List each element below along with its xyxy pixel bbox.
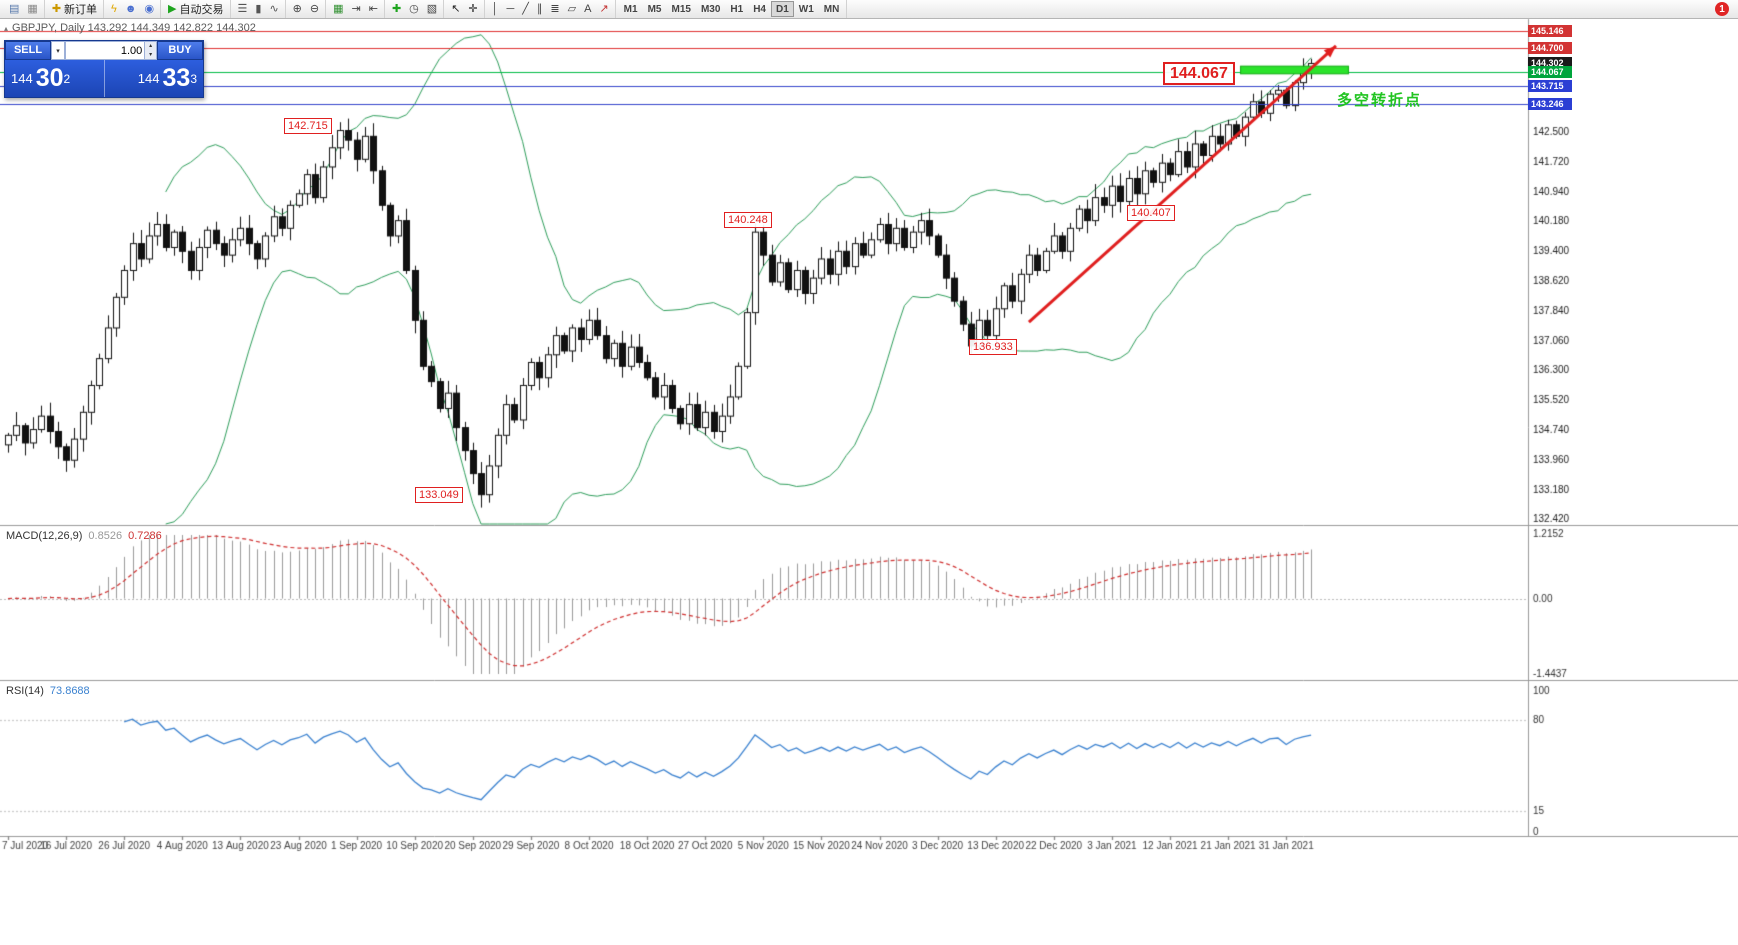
volume-field-wrap: ▴ ▾	[65, 41, 157, 60]
macd-value-main: 0.8526	[88, 530, 123, 542]
price-annotation[interactable]: 140.407	[1127, 205, 1175, 221]
sell-price-point: 2	[63, 71, 71, 86]
rsi-label: RSI(14) 73.8688	[6, 685, 90, 697]
rsi-name: RSI(14)	[6, 685, 44, 697]
sell-button[interactable]: SELL	[5, 41, 51, 60]
bar-chart-icon[interactable]: ☰	[234, 1, 252, 17]
timeframe-m5-button[interactable]: M5	[643, 1, 667, 17]
channel-icon[interactable]: ∥	[533, 1, 547, 17]
buy-price[interactable]: 144 33 3	[105, 60, 204, 97]
timeframe-h1-button[interactable]: H1	[725, 1, 748, 17]
macd-value-signal: 0.7286	[128, 530, 162, 542]
line-chart-icon[interactable]: ∿	[265, 1, 282, 17]
price-annotation[interactable]: 133.049	[415, 487, 463, 503]
templates-icon[interactable]: ▧	[423, 1, 441, 17]
volume-spinner: ▴ ▾	[144, 42, 156, 59]
volume-down-button[interactable]: ▾	[145, 50, 156, 59]
timeframe-w1-button[interactable]: W1	[794, 1, 819, 17]
vertical-line-icon[interactable]: │	[488, 1, 503, 17]
market-watch-icon[interactable]: ▤	[5, 1, 23, 17]
timeframe-d1-button[interactable]: D1	[770, 1, 794, 17]
accounts-icon[interactable]: ☻	[121, 1, 141, 17]
price-annotation[interactable]: 142.715	[284, 118, 332, 134]
timeframe-m1-button[interactable]: M1	[619, 1, 643, 17]
cursor-icon[interactable]: ↖	[447, 1, 464, 17]
chart-dropdown-icon[interactable]: ▴	[4, 23, 9, 33]
auto-scroll-icon[interactable]: ⇥	[348, 1, 365, 17]
zoom-out-icon[interactable]: ⊖	[306, 1, 323, 17]
shapes-icon[interactable]: ▱	[564, 1, 580, 17]
macd-label: MACD(12,26,9) 0.8526 0.7286	[6, 530, 162, 542]
toolbar-groups: ▤ ▦ ✚ 新订单 ϟ ☻ ◉ ▶ 自动交易 ☰ ▮ ∿ ⊕ ⊖ ▦ ⇥ ⇤ ✚ ◷ ▧ ↖ ✛ │ ─ ╱ ∥ ≣ ▱ A ↗ M1 M5 M…	[3, 0, 848, 18]
price-annotation[interactable]: 140.248	[724, 212, 772, 228]
price-axis-tag: 144.700	[1528, 42, 1572, 55]
toolbar-group: ▤ ▦	[3, 0, 45, 18]
volume-dropdown-button[interactable]: ▾	[51, 41, 65, 60]
zoom-in-icon[interactable]: ⊕	[289, 1, 306, 17]
timeframe-toolbar: M1 M5 M15 M30 H1 H4 D1 W1 MN	[617, 0, 848, 18]
symbol-ohlc-text: GBPJPY, Daily 143.292 144.349 142.822 14…	[12, 22, 256, 34]
buy-button[interactable]: BUY	[157, 41, 203, 60]
toolbar-group: │ ─ ╱ ∥ ≣ ▱ A ↗	[486, 0, 616, 18]
buy-price-pips: 33	[162, 64, 191, 92]
chart-symbol-header: ▴ GBPJPY, Daily 143.292 144.349 142.822 …	[4, 22, 256, 34]
toolbar-group: ✚ 新订单	[46, 0, 105, 18]
macd-name: MACD(12,26,9)	[6, 530, 83, 542]
timeframe-h4-button[interactable]: H4	[748, 1, 771, 17]
data-window-icon[interactable]: ▦	[23, 1, 41, 17]
buy-price-point: 3	[190, 71, 197, 86]
new-order-button[interactable]: ✚ 新订单	[48, 1, 101, 17]
buy-price-base: 144	[137, 71, 160, 86]
horizontal-line-icon[interactable]: ─	[503, 1, 519, 17]
price-annotation[interactable]: 136.933	[969, 339, 1017, 355]
notification-badge[interactable]: 1	[1715, 2, 1729, 16]
auto-trading-button[interactable]: ▶ 自动交易	[164, 1, 227, 17]
periods-icon[interactable]: ◷	[405, 1, 423, 17]
price-axis-tag: 143.246	[1528, 97, 1572, 110]
history-center-icon[interactable]: ϟ	[107, 1, 121, 17]
crosshair-icon[interactable]: ✛	[464, 1, 481, 17]
alerts-icon[interactable]: ◉	[140, 1, 158, 17]
toolbar-group: ☰ ▮ ∿	[232, 0, 286, 18]
price-axis-tag: 144.302	[1528, 57, 1572, 70]
candlestick-chart-icon[interactable]: ▮	[251, 1, 265, 17]
volume-up-button[interactable]: ▴	[145, 42, 156, 51]
text-icon[interactable]: A	[580, 1, 595, 17]
trend-note-text[interactable]: 多空转折点	[1337, 92, 1423, 109]
toolbar-group: ▶ 自动交易	[162, 0, 231, 18]
price-axis-tag: 145.146	[1528, 25, 1572, 38]
toolbar-group: ϟ ☻ ◉	[105, 0, 162, 18]
one-click-header: SELL ▾ ▴ ▾ BUY	[5, 41, 203, 60]
toolbar: ▤ ▦ ✚ 新订单 ϟ ☻ ◉ ▶ 自动交易 ☰ ▮ ∿ ⊕ ⊖ ▦ ⇥ ⇤ ✚ ◷ ▧ ↖ ✛ │ ─ ╱ ∥ ≣ ▱ A ↗ M1 M5 M…	[0, 0, 1738, 19]
sell-price-pips: 30	[35, 64, 64, 92]
toolbar-group: ▦ ⇥ ⇤	[327, 0, 385, 18]
chart-shift-icon[interactable]: ⇤	[365, 1, 382, 17]
indicators-icon[interactable]: ✚	[388, 1, 405, 17]
tile-windows-icon[interactable]: ▦	[329, 1, 347, 17]
one-click-prices: 144 30 2 144 33 3	[5, 60, 203, 97]
rsi-value: 73.8688	[49, 685, 90, 697]
price-axis-tag: 144.067	[1528, 66, 1572, 79]
timeframe-mn-button[interactable]: MN	[819, 1, 845, 17]
fibonacci-icon[interactable]: ≣	[546, 1, 563, 17]
one-click-trading-panel: SELL ▾ ▴ ▾ BUY 144 30 2 144 33 3	[4, 40, 204, 98]
toolbar-group: ⊕ ⊖	[287, 0, 327, 18]
timeframe-m30-button[interactable]: M30	[696, 1, 725, 17]
trendline-icon[interactable]: ╱	[518, 1, 533, 17]
sell-price-base: 144	[11, 71, 33, 86]
volume-input[interactable]	[66, 42, 145, 59]
arrows-icon[interactable]: ↗	[595, 1, 612, 17]
timeframe-m15-button[interactable]: M15	[666, 1, 695, 17]
price-axis-tag: 143.715	[1528, 79, 1572, 92]
toolbar-group: ✚ ◷ ▧	[386, 0, 445, 18]
sell-price[interactable]: 144 30 2	[5, 60, 104, 97]
key-level-annotation[interactable]: 144.067	[1163, 62, 1235, 85]
toolbar-group: ↖ ✛	[445, 0, 485, 18]
price-divider	[103, 60, 105, 97]
